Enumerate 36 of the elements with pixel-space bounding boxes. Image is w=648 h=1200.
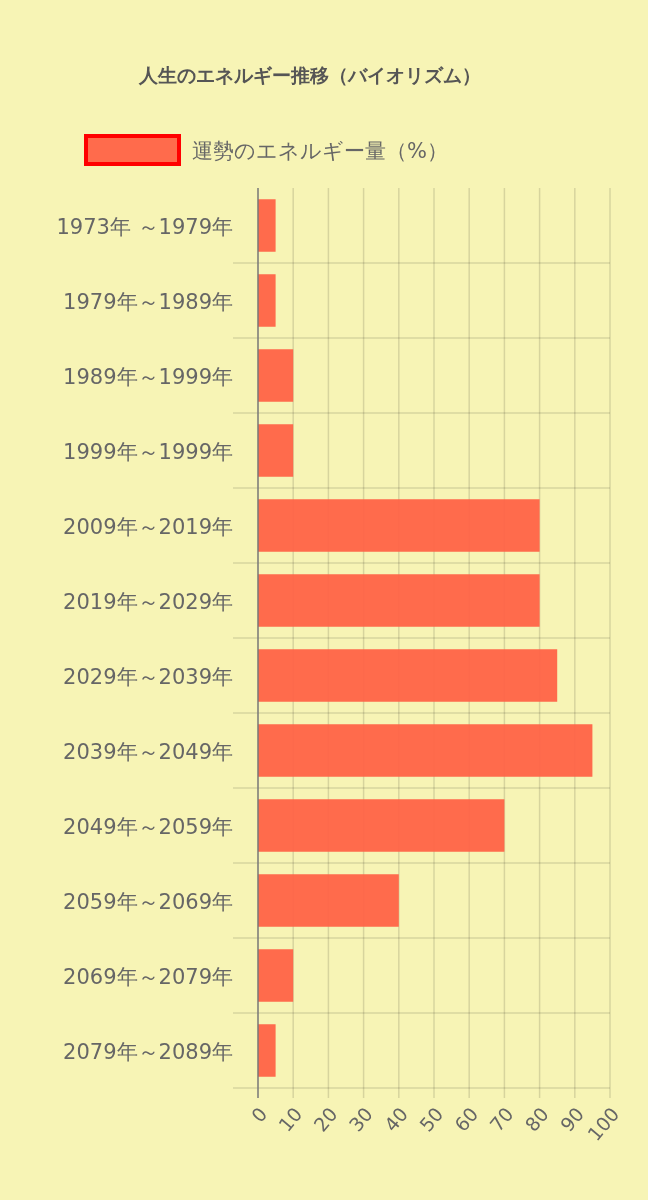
legend-label: 運勢のエネルギー量（%） [192, 139, 448, 163]
y-tick-label: 1973年 ～1979年 [56, 214, 233, 239]
x-tick-label: 70 [485, 1102, 518, 1136]
bar [258, 724, 593, 777]
y-tick-label: 2009年～2019年 [63, 514, 233, 539]
x-tick-label: 10 [274, 1102, 307, 1136]
bar [258, 424, 294, 477]
y-tick-label: 2059年～2069年 [63, 889, 233, 914]
x-tick-label: 80 [520, 1102, 553, 1136]
x-tick-label: 40 [379, 1102, 413, 1136]
bar [258, 274, 276, 327]
bar [258, 499, 540, 552]
bar [258, 1024, 276, 1077]
y-tick-label: 2029年～2039年 [63, 664, 233, 689]
y-tick-label: 2039年～2049年 [63, 739, 233, 764]
x-tick-label: 50 [414, 1102, 448, 1136]
bar [258, 649, 558, 702]
bar [258, 874, 399, 927]
bar [258, 574, 540, 627]
y-tick-label: 1979年～1989年 [63, 289, 233, 314]
y-tick-label: 2049年～2059年 [63, 814, 233, 839]
x-tick-label: 0 [246, 1102, 272, 1127]
x-tick-label: 20 [309, 1102, 342, 1136]
y-tick-label: 2079年～2089年 [63, 1039, 233, 1064]
bar [258, 349, 294, 402]
bar [258, 949, 294, 1002]
y-tick-label: 1989年～1999年 [63, 364, 233, 389]
y-tick-label: 1999年～1999年 [63, 439, 233, 464]
bar [258, 799, 505, 852]
x-tick-label: 30 [344, 1102, 377, 1136]
y-tick-label: 2069年～2079年 [63, 964, 233, 989]
x-tick-label: 90 [555, 1102, 589, 1136]
y-tick-label: 2019年～2029年 [63, 589, 233, 614]
x-tick-label: 60 [450, 1102, 483, 1136]
bar [258, 199, 276, 252]
chart-title: 人生のエネルギー推移（バイオリズム） [138, 64, 481, 86]
